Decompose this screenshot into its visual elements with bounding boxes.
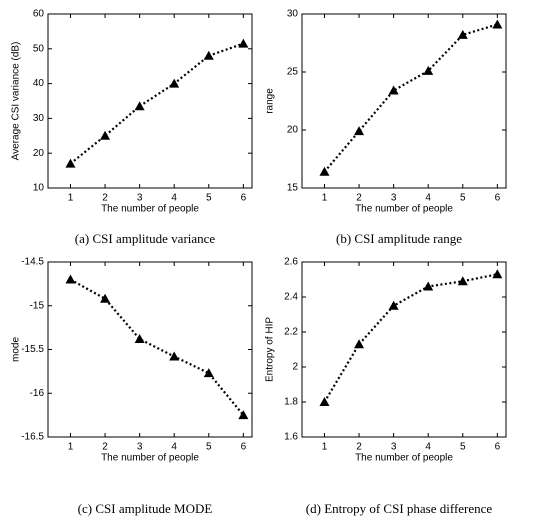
caption: (d) Entropy of CSI phase difference [306,501,493,516]
x-tick-label: 6 [495,193,501,204]
plot-box [301,261,507,438]
y-tick-label: 1.6 [284,432,298,443]
caption: (c) CSI amplitude MODE [78,501,213,516]
x-axis-label: The number of people [355,453,453,464]
x-tick-label: 1 [68,193,74,204]
data-line [69,42,244,165]
y-axis-label: Entropy of HIP [265,317,276,382]
x-tick-label: 6 [241,193,247,204]
data-line [323,273,498,403]
x-tick-label: 4 [425,442,431,453]
y-tick-label: 1.8 [284,397,298,408]
marker [100,293,111,303]
marker [457,29,468,39]
x-tick-label: 3 [391,442,397,453]
y-tick-label: 60 [33,9,45,20]
x-tick-label: 2 [102,442,108,453]
marker [100,130,111,140]
y-tick-label: -14.5 [21,257,44,268]
y-tick-label: -16 [30,388,45,399]
y-axis-label: range [265,88,276,114]
plot-box [47,261,253,438]
marker [169,351,180,361]
y-tick-label: -15.5 [21,344,44,355]
y-tick-label: 25 [287,67,299,78]
y-tick-label: -15 [30,300,45,311]
marker [319,166,330,176]
marker [492,269,503,279]
x-tick-label: 4 [425,193,431,204]
data-line [69,278,245,416]
x-tick-label: 6 [495,442,501,453]
x-tick-label: 3 [137,442,143,453]
y-tick-label: 2.4 [284,292,298,303]
x-tick-label: 1 [322,442,328,453]
y-tick-label: 10 [33,183,45,194]
x-tick-label: 1 [68,442,74,453]
y-axis-label: mode [11,337,22,362]
x-axis-label: The number of people [101,453,199,464]
x-tick-label: 3 [391,193,397,204]
caption: (a) CSI amplitude variance [75,231,216,246]
x-tick-label: 5 [460,442,466,453]
y-tick-label: 40 [33,78,45,89]
marker [423,281,434,291]
marker [134,101,145,111]
x-tick-label: 6 [241,442,247,453]
x-tick-label: 2 [102,193,108,204]
y-axis-label: Average CSI variance (dB) [11,42,22,161]
x-tick-label: 2 [356,193,362,204]
marker [203,368,214,378]
caption: (b) CSI amplitude range [336,231,462,246]
x-tick-label: 5 [206,442,212,453]
x-axis-label: The number of people [101,204,199,215]
y-tick-label: 20 [33,148,45,159]
y-tick-label: 30 [33,113,45,124]
y-tick-label: 2.6 [284,257,298,268]
x-tick-label: 4 [171,193,177,204]
y-tick-label: -16.5 [21,432,44,443]
marker [203,50,214,60]
data-line [323,23,498,173]
marker [423,65,434,75]
plot-box [47,13,253,189]
y-tick-label: 2 [292,362,298,373]
marker [65,274,76,284]
x-tick-label: 5 [206,193,212,204]
x-tick-label: 3 [137,193,143,204]
x-tick-label: 5 [460,193,466,204]
y-tick-label: 2.2 [284,327,298,338]
marker [457,276,468,286]
y-tick-label: 20 [287,125,299,136]
y-tick-label: 15 [287,183,299,194]
marker [319,397,330,406]
marker [65,158,76,168]
y-tick-label: 50 [33,43,45,54]
marker [388,85,399,95]
x-tick-label: 1 [322,193,328,204]
marker [354,126,365,136]
marker [354,339,365,349]
marker [134,334,145,343]
marker [238,410,249,420]
x-axis-label: The number of people [355,204,453,215]
x-tick-label: 4 [171,442,177,453]
y-tick-label: 30 [287,9,299,20]
plot-box [301,13,507,189]
marker [238,38,249,48]
marker [388,300,399,310]
marker [169,78,180,88]
x-tick-label: 2 [356,442,362,453]
marker [492,19,503,29]
